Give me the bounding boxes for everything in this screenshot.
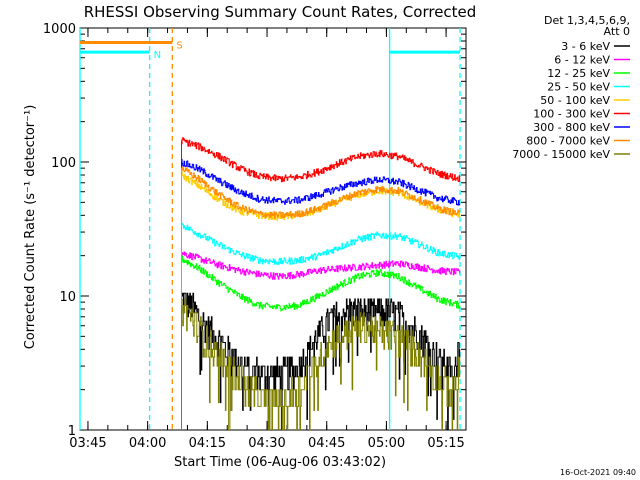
legend-label-5: 100 - 300 keV xyxy=(533,108,610,121)
y-axis-label: Corrected Count Rate (s⁻¹ detector⁻¹) xyxy=(23,105,38,350)
legend-label-7: 800 - 7000 keV xyxy=(526,135,610,148)
x-tick-label: 05:15 xyxy=(427,436,464,451)
legend-label-6: 300 - 800 keV xyxy=(533,121,610,134)
marker-label: N xyxy=(154,50,161,61)
legend-label-0: 3 - 6 keV xyxy=(561,40,610,53)
series-line-8 xyxy=(181,298,461,430)
y-tick-label: 1 xyxy=(68,424,76,439)
x-tick-label: 04:00 xyxy=(129,436,166,451)
y-tick-label: 1000 xyxy=(43,22,76,37)
x-tick-label: 03:45 xyxy=(69,436,106,451)
y-tick-label: 10 xyxy=(59,290,76,305)
x-tick-label: 04:30 xyxy=(248,436,285,451)
x-tick-label: 05:00 xyxy=(368,436,405,451)
legend-header-1: Att 0 xyxy=(604,25,630,38)
footer-timestamp: 16-Oct-2021 09:40 xyxy=(560,468,636,477)
x-axis-label: Start Time (06-Aug-06 03:43:02) xyxy=(174,455,386,470)
legend-header-0: Det 1,3,4,5,6,9, xyxy=(544,14,630,27)
legend-label-2: 12 - 25 keV xyxy=(547,67,610,80)
chart-title: RHESSI Observing Summary Count Rates, Co… xyxy=(84,3,477,21)
legend-label-3: 25 - 50 keV xyxy=(547,81,610,94)
legend-label-1: 6 - 12 keV xyxy=(554,54,610,67)
marker-label: S xyxy=(176,40,182,51)
legend-label-4: 50 - 100 keV xyxy=(540,94,610,107)
y-tick-label: 100 xyxy=(51,156,76,171)
x-tick-label: 04:45 xyxy=(308,436,345,451)
x-tick-label: 04:15 xyxy=(189,436,226,451)
series-line-7 xyxy=(181,166,461,430)
legend-label-8: 7000 - 15000 keV xyxy=(512,148,610,161)
plot-area: 1 10 100 1000 03:45 04:00 04:15 04:30 04:45 05:00… xyxy=(43,22,467,451)
